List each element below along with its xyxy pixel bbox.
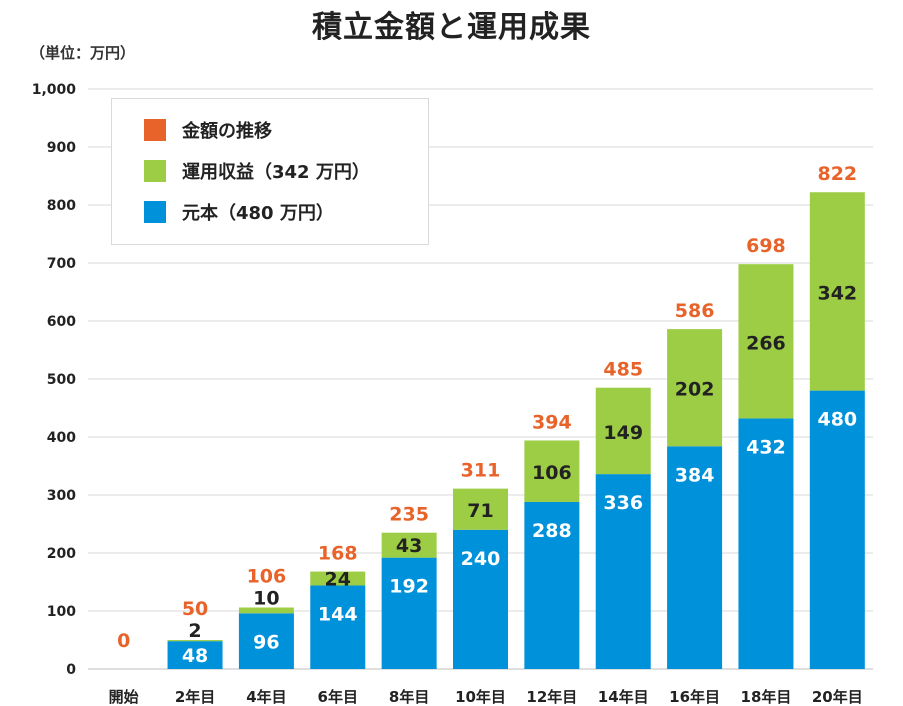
y-tick-label: 900 bbox=[47, 140, 76, 156]
legend-label-total: 金額の推移 bbox=[182, 121, 272, 142]
x-tick-label: 6年目 bbox=[318, 688, 358, 706]
bar-label-principal: 288 bbox=[532, 520, 572, 542]
bar-returns bbox=[524, 440, 580, 502]
bar-label-principal: 192 bbox=[389, 576, 429, 598]
bar-returns bbox=[809, 192, 865, 391]
bar-label-principal: 384 bbox=[675, 464, 715, 486]
legend-swatch-returns bbox=[144, 160, 166, 182]
y-tick-label: 500 bbox=[47, 372, 76, 388]
bar-label-returns: 149 bbox=[603, 422, 643, 444]
bar-label-returns: 202 bbox=[675, 379, 715, 401]
x-tick-label: 8年目 bbox=[389, 688, 429, 706]
bar-label-total: 0 bbox=[117, 630, 130, 652]
bar-label-principal: 48 bbox=[182, 645, 208, 667]
x-tick-label: 14年目 bbox=[598, 688, 649, 706]
bar-returns bbox=[310, 571, 366, 586]
bar-label-principal: 336 bbox=[603, 492, 643, 514]
y-tick-label: 800 bbox=[47, 198, 76, 214]
bar-label-returns: 106 bbox=[532, 462, 572, 484]
bar-principal bbox=[738, 418, 794, 669]
y-tick-label: 200 bbox=[47, 546, 76, 562]
bar-label-total: 106 bbox=[247, 566, 287, 588]
bar-label-principal: 96 bbox=[253, 631, 279, 653]
bar-label-principal: 144 bbox=[318, 603, 358, 625]
bar-label-returns: 342 bbox=[817, 282, 857, 304]
bar-returns bbox=[381, 532, 437, 558]
bar-label-total: 394 bbox=[532, 411, 572, 433]
legend-item-total: 金額の推移 bbox=[144, 117, 272, 143]
bar-returns bbox=[238, 607, 294, 614]
x-tick-label: 開始 bbox=[109, 688, 139, 706]
legend-label-principal: 元本（480 万円） bbox=[182, 203, 334, 224]
y-tick-label: 0 bbox=[66, 662, 76, 678]
y-tick-label: 1,000 bbox=[32, 82, 77, 98]
bar-label-principal: 480 bbox=[817, 409, 857, 431]
bar-label-returns: 24 bbox=[325, 569, 351, 591]
bar-label-principal: 240 bbox=[461, 548, 501, 570]
bar-label-returns: 10 bbox=[253, 588, 279, 610]
bar-returns bbox=[667, 329, 723, 447]
bar-principal bbox=[524, 501, 580, 669]
bar-principal bbox=[667, 446, 723, 669]
legend-item-principal: 元本（480 万円） bbox=[144, 199, 334, 225]
bar-label-total: 698 bbox=[746, 235, 786, 257]
x-tick-label: 16年目 bbox=[669, 688, 720, 706]
x-tick-label: 2年目 bbox=[175, 688, 215, 706]
bar-label-total: 311 bbox=[461, 460, 501, 482]
legend-swatch-principal bbox=[144, 201, 166, 223]
unit-note: （単位：万円） bbox=[30, 44, 136, 62]
bar-label-returns: 2 bbox=[188, 620, 201, 642]
x-tick-label: 12年目 bbox=[526, 688, 577, 706]
bar-label-total: 50 bbox=[182, 598, 208, 620]
legend-swatch-total bbox=[144, 119, 166, 141]
bar-label-total: 822 bbox=[817, 163, 857, 185]
bar-returns bbox=[595, 387, 651, 475]
bar-returns bbox=[738, 264, 794, 419]
bar-principal bbox=[381, 557, 437, 669]
y-tick-label: 300 bbox=[47, 488, 76, 504]
bar-principal bbox=[595, 474, 651, 669]
bar-principal bbox=[238, 613, 294, 669]
legend-item-returns: 運用収益（342 万円） bbox=[144, 158, 370, 184]
bar-principal bbox=[809, 390, 865, 669]
x-tick-label: 18年目 bbox=[741, 688, 792, 706]
x-tick-label: 10年目 bbox=[455, 688, 506, 706]
bar-principal bbox=[310, 585, 366, 669]
bar-label-total: 485 bbox=[603, 359, 643, 381]
bar-label-total: 235 bbox=[389, 504, 429, 526]
bar-label-principal: 432 bbox=[746, 436, 786, 458]
bar-label-total: 586 bbox=[675, 300, 715, 322]
legend-label-returns: 運用収益（342 万円） bbox=[182, 162, 370, 183]
bar-label-returns: 71 bbox=[467, 500, 493, 522]
y-tick-label: 600 bbox=[47, 314, 76, 330]
bar-returns bbox=[167, 640, 223, 642]
x-tick-label: 4年目 bbox=[246, 688, 286, 706]
bar-returns bbox=[453, 488, 508, 530]
bar-principal bbox=[167, 641, 223, 669]
y-tick-label: 400 bbox=[47, 430, 76, 446]
bar-label-returns: 43 bbox=[396, 535, 422, 557]
chart-title: 積立金額と運用成果 bbox=[312, 10, 591, 45]
y-tick-label: 100 bbox=[47, 604, 76, 620]
chart-legend: 金額の推移 運用収益（342 万円） 元本（480 万円） bbox=[111, 98, 429, 245]
bar-label-returns: 266 bbox=[746, 332, 786, 354]
bar-principal bbox=[453, 529, 508, 669]
x-tick-label: 20年目 bbox=[812, 688, 863, 706]
y-tick-label: 700 bbox=[47, 256, 76, 272]
bar-label-total: 168 bbox=[318, 543, 358, 565]
